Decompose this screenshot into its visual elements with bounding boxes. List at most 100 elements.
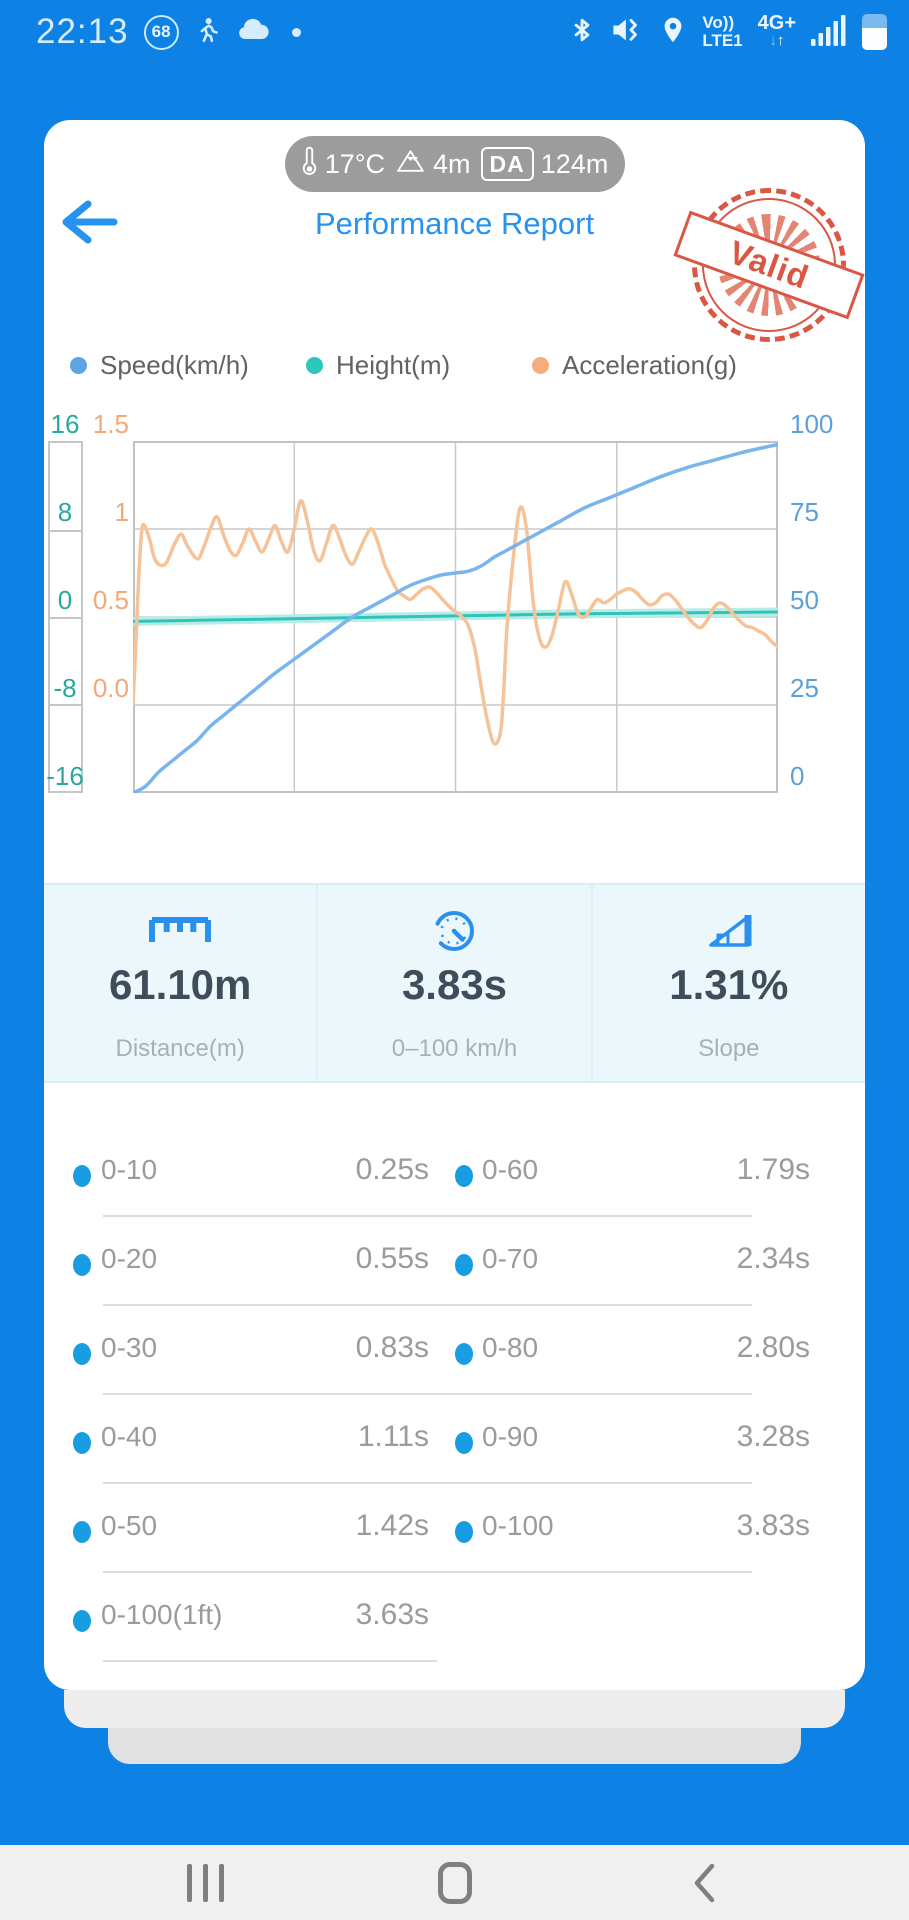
legend-item-height[interactable]: Height(m) — [306, 350, 450, 381]
splits-table: 0-10 0.25s 0-60 1.79s 0-20 0.55s 0-70 2.… — [44, 1083, 865, 1683]
row-divider — [103, 1215, 752, 1217]
stacked-sheet — [108, 1728, 801, 1764]
height-left-tick: 8 — [57, 497, 73, 527]
speed-right-tick: 50 — [790, 585, 819, 615]
speed-right-tick: 25 — [790, 673, 819, 703]
home-icon — [437, 1861, 472, 1904]
row-divider — [103, 1571, 752, 1573]
signal-strength-icon — [811, 14, 847, 51]
height-left-tick: 0 — [57, 585, 73, 615]
thermometer-icon — [301, 145, 318, 184]
bullet-icon — [73, 1610, 91, 1632]
split-value: 1.79s — [736, 1153, 810, 1186]
legend-item-speed[interactable]: Speed(km/h) — [70, 350, 249, 381]
speed-right-tick: 0 — [790, 761, 805, 791]
split-label: 0-50 — [101, 1510, 158, 1541]
Speed(km/h)-line — [133, 442, 778, 793]
chart-legend: Speed(km/h) Height(m) Acceleration(g) — [44, 350, 865, 390]
split-value: 0.55s — [355, 1242, 429, 1275]
performance-chart: 16 8 0 -8 -16 1.5 1 0.5 0.0 100 75 50 25 0 — [44, 406, 865, 806]
page-title: Performance Report — [314, 206, 595, 241]
split-value: 0.25s — [355, 1153, 429, 1186]
mountain-icon — [395, 148, 426, 180]
height-left-tick: -8 — [53, 673, 77, 703]
split-label: 0-100(1ft) — [101, 1599, 223, 1630]
split-value: 3.83s — [736, 1509, 810, 1542]
zero-to-hundred-label: 0–100 km/h — [391, 1035, 518, 1062]
split-label: 0-100 — [482, 1510, 554, 1541]
slope-value: 1.31% — [669, 961, 789, 1008]
bullet-icon — [455, 1165, 473, 1187]
acceleration-dot-icon — [532, 357, 549, 374]
speed-dot-icon — [70, 357, 87, 374]
walking-person-icon — [194, 16, 221, 48]
height-dot-icon — [306, 357, 323, 374]
stat-zero-to-hundred: 3.83s 0–100 km/h — [316, 885, 590, 1081]
bullet-icon — [455, 1343, 473, 1365]
zero-to-hundred-value: 3.83s — [401, 961, 508, 1008]
cloud-icon — [236, 16, 269, 48]
split-value: 3.63s — [355, 1598, 429, 1631]
acceleration-left-tick: 0.5 — [92, 585, 129, 615]
clock: 22:13 — [36, 12, 129, 51]
elevation-value: 4m — [433, 148, 471, 179]
row-divider — [103, 1660, 437, 1662]
notification-dot-icon — [291, 27, 301, 37]
split-value: 1.42s — [355, 1509, 429, 1542]
stat-slope: 1.31% Slope — [590, 885, 865, 1081]
acceleration-left-tick: 0.0 — [92, 673, 129, 703]
split-value: 2.34s — [736, 1242, 810, 1275]
speed-right-tick: 100 — [790, 409, 834, 439]
recents-button[interactable] — [170, 1853, 240, 1913]
home-button[interactable] — [420, 1853, 490, 1913]
acceleration-left-tick: 1.5 — [92, 409, 129, 439]
table-row: 0-40 1.11s 0-90 3.28s — [44, 1420, 865, 1509]
bullet-icon — [73, 1165, 91, 1187]
legend-item-acceleration[interactable]: Acceleration(g) — [532, 350, 737, 381]
bullet-icon — [455, 1254, 473, 1276]
slope-label: Slope — [698, 1035, 760, 1062]
report-card: 17°C 4m DA 124m Performance Report Valid — [44, 120, 865, 1690]
height-left-tick: -16 — [46, 761, 84, 791]
split-label: 0-70 — [482, 1243, 539, 1274]
bullet-icon — [455, 1521, 473, 1543]
da-badge: DA — [480, 147, 534, 181]
split-value: 2.80s — [736, 1331, 810, 1364]
battery-percent-badge: 68 — [143, 14, 179, 50]
table-row: 0-100(1ft) 3.63s — [44, 1598, 865, 1687]
height-left-tick: 16 — [50, 409, 80, 439]
network-type-indicator: 4G+ ↓↑ — [757, 12, 796, 49]
table-row: 0-10 0.25s 0-60 1.79s — [44, 1153, 865, 1242]
height-axis-box — [48, 441, 83, 793]
bullet-icon — [73, 1254, 91, 1276]
distance-label: Distance(m) — [115, 1035, 245, 1062]
distance-value: 61.10m — [108, 961, 252, 1008]
table-row: 0-30 0.83s 0-80 2.80s — [44, 1331, 865, 1420]
row-divider — [103, 1304, 752, 1306]
bullet-icon — [73, 1521, 91, 1543]
Height(m)-line — [133, 610, 778, 623]
split-label: 0-30 — [101, 1332, 158, 1363]
ruler-icon — [44, 907, 316, 955]
acceleration-left-tick: 1 — [114, 497, 129, 527]
row-divider — [103, 1393, 752, 1395]
conditions-pill: 17°C 4m DA 124m — [284, 136, 625, 192]
split-label: 0-80 — [482, 1332, 539, 1363]
slope-icon — [593, 907, 865, 955]
Acceleration(g)-line — [133, 499, 778, 746]
split-label: 0-40 — [101, 1421, 158, 1452]
table-row: 0-20 0.55s 0-70 2.34s — [44, 1242, 865, 1331]
bullet-icon — [73, 1432, 91, 1454]
back-button[interactable] — [58, 196, 122, 248]
back-nav-button[interactable] — [669, 1853, 739, 1913]
summary-stats: 61.10m Distance(m) 3.83s 0–100 km/h 1.31… — [44, 883, 865, 1083]
status-bar: 22:13 68 Vo)) LTE1 — [0, 0, 909, 64]
split-label: 0-20 — [101, 1243, 158, 1274]
speed-right-tick: 75 — [790, 497, 819, 527]
volte-indicator: Vo)) LTE1 — [702, 13, 743, 50]
vibrate-mute-icon — [610, 15, 644, 50]
bullet-icon — [73, 1343, 91, 1365]
split-label: 0-10 — [101, 1154, 158, 1185]
back-chevron-icon — [694, 1863, 715, 1902]
speedometer-icon — [318, 907, 590, 955]
